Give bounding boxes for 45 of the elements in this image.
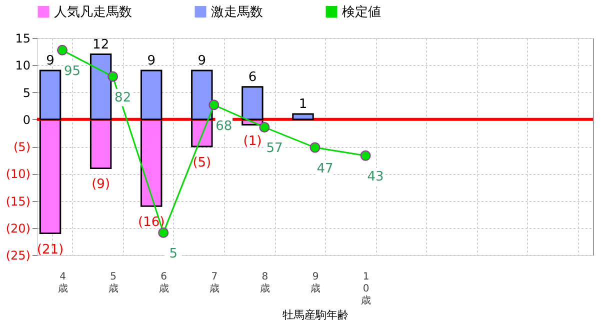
data-label: 47 (316, 162, 334, 177)
data-label: (21) (36, 242, 64, 258)
data-label: 1 (298, 96, 308, 112)
x-axis-title: 牡馬産駒年齢 (282, 308, 348, 322)
legend-label: 検定値 (342, 4, 381, 20)
y-tick-label: 0 (22, 112, 30, 127)
data-label: 9 (46, 54, 54, 69)
y-tick-label: 5 (22, 86, 30, 100)
legend-label: 激走馬数 (211, 4, 263, 20)
data-label: 9 (198, 54, 206, 69)
y-tick-label: 15 (15, 32, 30, 46)
data-label: 43 (367, 170, 384, 185)
y-tick-label: (20) (6, 221, 30, 236)
x-tick-label: 6歳 (158, 272, 169, 294)
data-label: (9) (92, 177, 110, 192)
point (208, 100, 220, 110)
data-label: 5 (169, 246, 178, 262)
x-tick-label: 5歳 (108, 272, 118, 294)
y-tick-label: (15) (6, 194, 30, 208)
point (108, 71, 118, 82)
point (259, 122, 270, 132)
y-tick-label: (5) (14, 140, 30, 154)
point (158, 227, 169, 238)
legend-label: 人気凡走馬数 (54, 4, 132, 20)
data-label: 12 (92, 37, 110, 52)
data-label: (1) (243, 134, 262, 149)
y-tick-label: (10) (6, 167, 30, 182)
y-tick-label: (25) (6, 248, 30, 262)
point (360, 150, 371, 161)
point (310, 142, 320, 153)
data-label: (5) (192, 156, 212, 170)
x-tick-label: 7歳 (209, 272, 220, 294)
x-tick-label: 8歳 (260, 272, 270, 294)
data-label: 6 (248, 70, 257, 85)
point (57, 44, 68, 56)
x-tick-label: 4歳 (58, 272, 68, 294)
bar (292, 113, 314, 120)
x-tick-label: 10歳 (361, 272, 372, 306)
data-label: 9 (147, 54, 156, 69)
data-label: 57 (266, 141, 283, 156)
data-label: 82 (114, 90, 132, 106)
data-label: 68 (216, 118, 232, 134)
y-tick-label: 10 (15, 58, 30, 73)
x-tick-label: 9歳 (310, 272, 320, 294)
data-label: 95 (64, 64, 81, 80)
